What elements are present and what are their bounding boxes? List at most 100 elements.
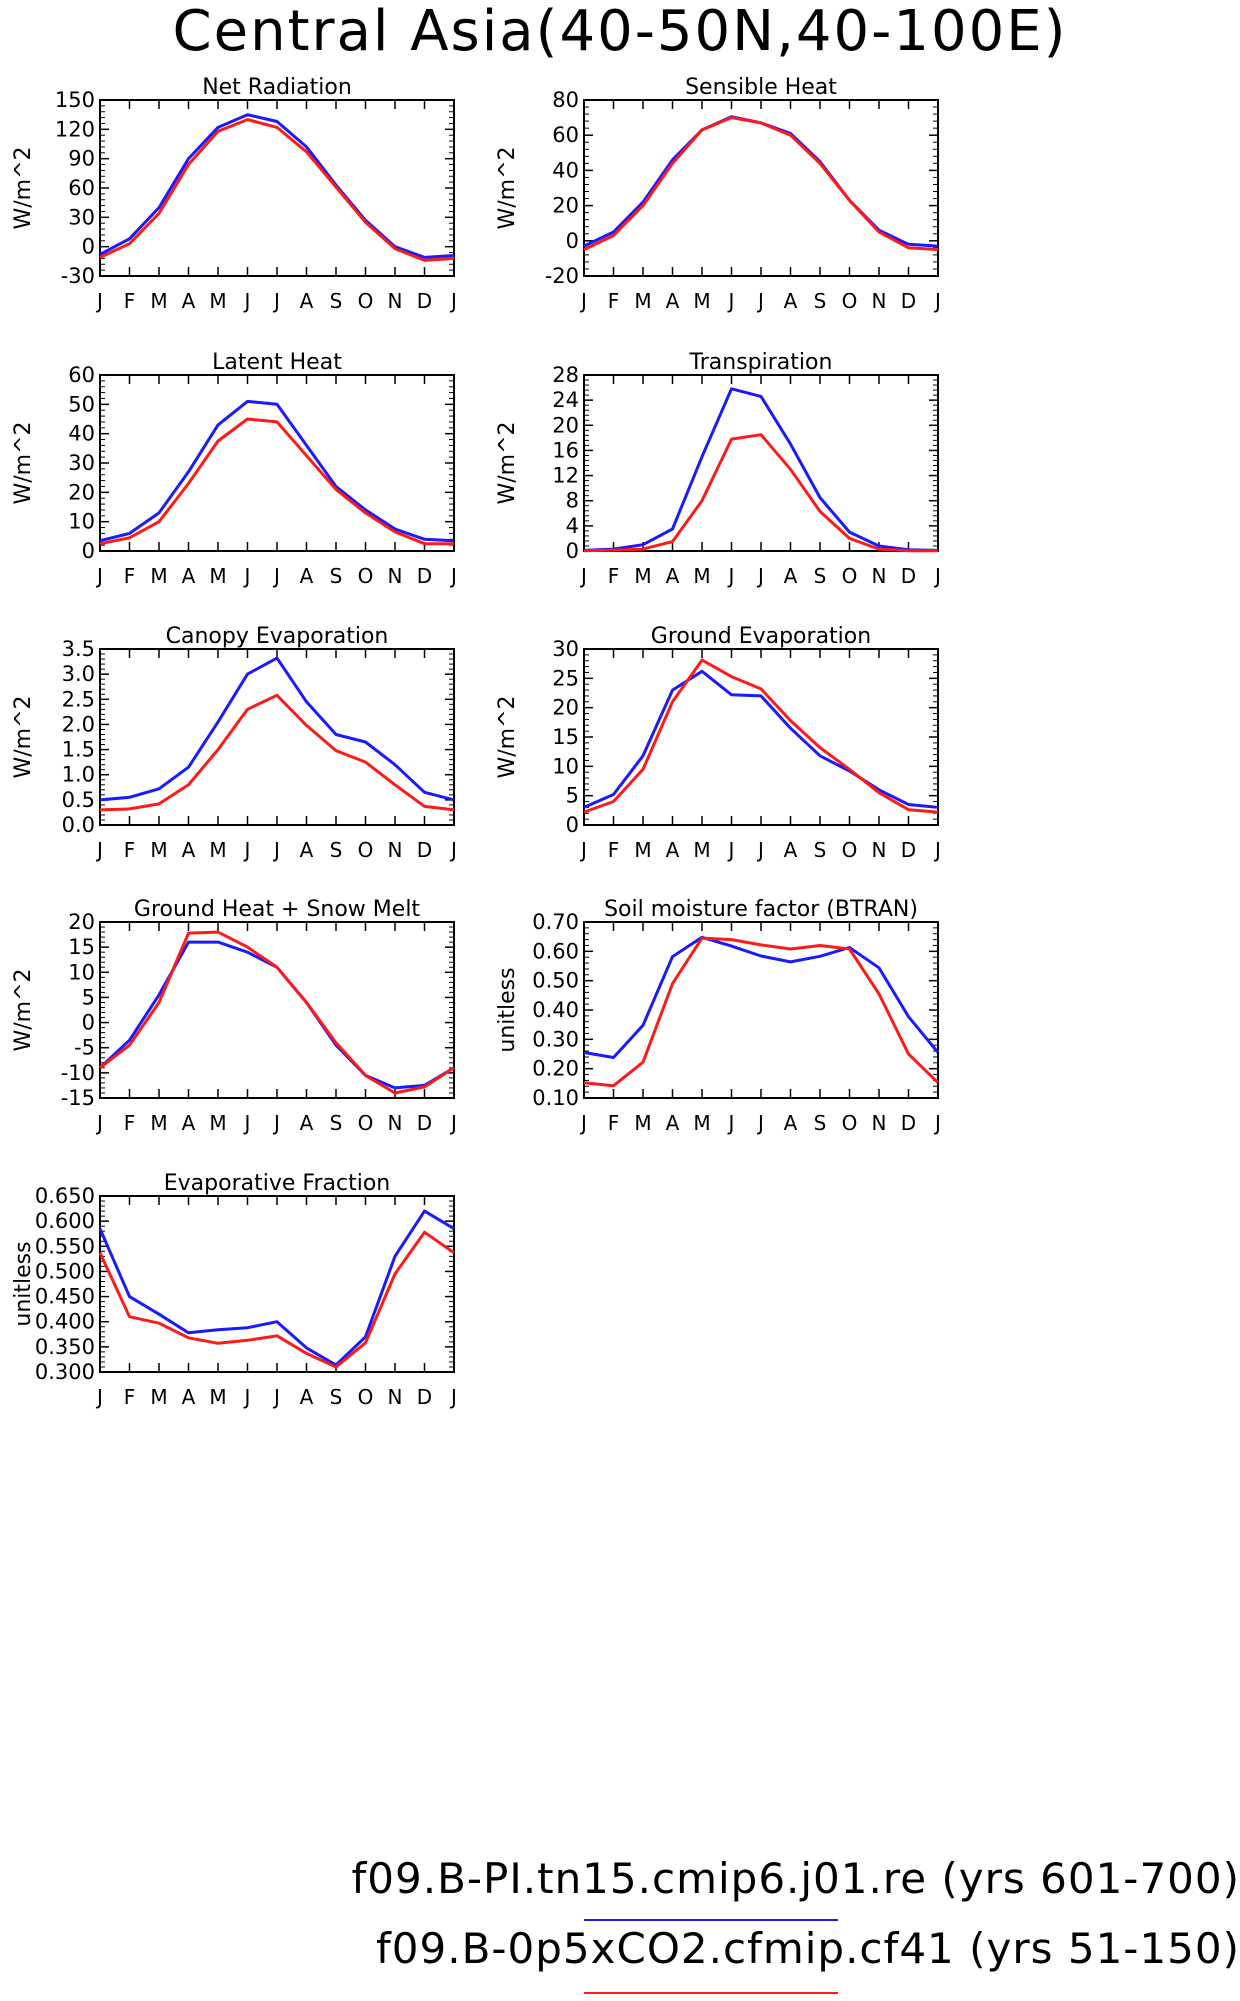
- y-tick-label: 12: [552, 464, 579, 488]
- y-tick-label: 2.5: [62, 687, 95, 711]
- y-tick-label: 0: [82, 1011, 95, 1035]
- x-tick-label: J: [727, 838, 735, 862]
- x-tick-label: S: [814, 289, 827, 313]
- x-tick-label: M: [634, 289, 651, 313]
- x-tick-label: F: [124, 1111, 136, 1135]
- x-tick-label: M: [693, 564, 710, 588]
- x-tick-label: N: [872, 1111, 887, 1135]
- x-tick-label: S: [814, 564, 827, 588]
- x-tick-label: J: [243, 564, 251, 588]
- y-tick-label: 3.0: [62, 662, 95, 686]
- y-tick-label: -20: [545, 264, 579, 288]
- y-tick-label: 0: [566, 539, 579, 563]
- x-tick-label: J: [449, 838, 457, 862]
- y-tick-label: 5: [566, 784, 579, 808]
- y-tick-label: 30: [68, 205, 95, 229]
- x-tick-label: J: [579, 564, 587, 588]
- y-tick-label: 0.30: [532, 1027, 579, 1051]
- x-tick-label: N: [388, 289, 403, 313]
- series-line-experiment: [583, 936, 940, 1088]
- x-tick-label: A: [666, 564, 680, 588]
- x-tick-label: J: [243, 1385, 251, 1409]
- y-tick-label: 20: [552, 696, 579, 720]
- y-tick-label: 0.500: [35, 1259, 95, 1283]
- figure-title: Central Asia(40-50N,40-100E): [173, 0, 1068, 64]
- y-tick-label: 80: [552, 88, 579, 112]
- x-tick-label: O: [358, 1111, 374, 1135]
- y-tick-label: 4: [566, 514, 579, 538]
- x-tick-label: J: [756, 1111, 764, 1135]
- x-tick-label: M: [209, 1385, 226, 1409]
- y-tick-label: 0.20: [532, 1057, 579, 1081]
- x-tick-label: J: [933, 1111, 941, 1135]
- series-line-control: [99, 656, 455, 802]
- x-tick-label: M: [693, 838, 710, 862]
- y-tick-label: 0: [82, 235, 95, 259]
- chart-title: Evaporative Fraction: [164, 1171, 390, 1196]
- x-tick-label: M: [693, 1111, 710, 1135]
- x-tick-label: D: [417, 1111, 432, 1135]
- x-tick-label: D: [417, 838, 432, 862]
- y-tick-label: 25: [552, 666, 579, 690]
- x-tick-label: J: [95, 564, 103, 588]
- y-tick-label: 1.5: [62, 738, 95, 762]
- y-tick-label: 20: [68, 480, 95, 504]
- x-tick-label: J: [579, 838, 587, 862]
- x-tick-label: J: [95, 1385, 103, 1409]
- y-tick-label: 50: [68, 392, 95, 416]
- y-tick-label: 120: [55, 117, 95, 141]
- x-tick-label: S: [814, 838, 827, 862]
- y-tick-label: 24: [552, 388, 579, 412]
- series-line-control: [583, 387, 939, 552]
- series-line-experiment: [99, 417, 454, 546]
- y-tick-label: 5: [82, 985, 95, 1009]
- chart-panel: Ground Heat + Snow Melt W/m^2 -15-10-50510…: [11, 897, 457, 1135]
- x-tick-label: N: [388, 564, 403, 588]
- chart-panel: Evaporative Fractionunitless0.3000.3500.…: [11, 1171, 457, 1409]
- x-tick-label: S: [814, 1111, 827, 1135]
- x-tick-label: M: [634, 564, 651, 588]
- y-tick-label: 0.5: [62, 788, 95, 812]
- series-line-control: [98, 940, 455, 1090]
- x-tick-label: J: [449, 1111, 457, 1135]
- y-tick-label: 0.550: [35, 1234, 95, 1258]
- series-line-control: [99, 399, 455, 543]
- x-tick-label: J: [933, 289, 941, 313]
- y-tick-label: 0.350: [35, 1335, 95, 1359]
- x-tick-label: J: [243, 1111, 251, 1135]
- series-line-experiment: [583, 658, 939, 814]
- y-axis-label: W/m^2: [11, 421, 36, 504]
- series-line-experiment: [99, 693, 455, 812]
- x-tick-label: O: [842, 564, 858, 588]
- x-tick-label: A: [784, 289, 798, 313]
- x-tick-label: J: [579, 289, 587, 313]
- x-tick-label: N: [388, 838, 403, 862]
- x-tick-label: F: [608, 289, 620, 313]
- x-tick-label: A: [784, 564, 798, 588]
- x-tick-label: A: [300, 1111, 314, 1135]
- x-tick-label: J: [272, 289, 280, 313]
- y-tick-label: 3.5: [62, 637, 95, 661]
- y-tick-label: 1.0: [62, 763, 95, 787]
- x-tick-label: M: [150, 1385, 167, 1409]
- x-tick-label: F: [124, 1385, 136, 1409]
- x-tick-label: F: [124, 838, 136, 862]
- series-line-experiment: [583, 116, 939, 252]
- x-tick-label: D: [417, 564, 432, 588]
- x-tick-label: A: [182, 1385, 196, 1409]
- y-tick-label: 28: [552, 363, 579, 387]
- y-tick-label: 10: [68, 510, 95, 534]
- x-tick-label: J: [933, 564, 941, 588]
- y-tick-label: 40: [552, 158, 579, 182]
- x-tick-label: D: [901, 564, 916, 588]
- series-line-control: [583, 669, 939, 809]
- y-tick-label: 60: [552, 123, 579, 147]
- y-tick-label: 0.60: [532, 939, 579, 963]
- x-tick-label: S: [330, 289, 343, 313]
- x-tick-label: A: [666, 1111, 680, 1135]
- x-tick-label: M: [209, 564, 226, 588]
- y-tick-label: 0: [82, 539, 95, 563]
- series-line-experiment: [98, 1230, 455, 1369]
- y-axis-label: W/m^2: [495, 146, 520, 229]
- x-tick-label: J: [727, 289, 735, 313]
